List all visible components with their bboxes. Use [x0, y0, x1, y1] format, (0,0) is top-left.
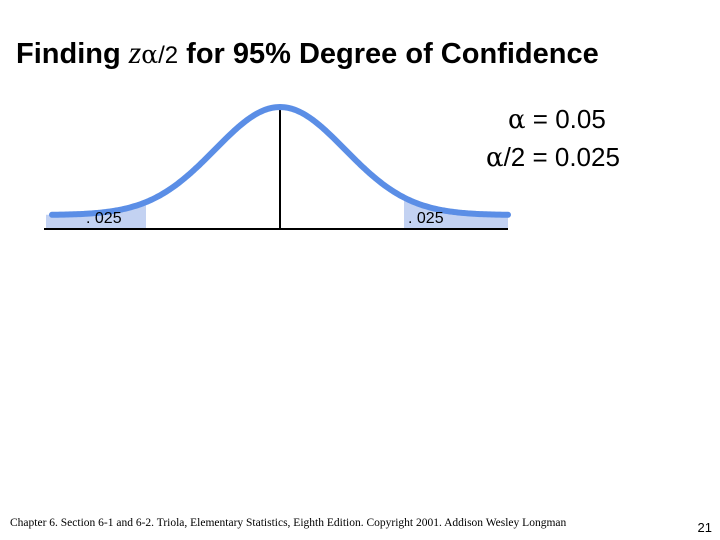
- title-alpha-symbol: α: [141, 40, 159, 69]
- footer-citation: Chapter 6. Section 6-1 and 6-2. Triola, …: [10, 517, 567, 529]
- title-prefix: Finding: [16, 38, 129, 70]
- half-alpha-value: /2 = 0.025: [503, 142, 620, 172]
- bell-curve: [49, 104, 511, 218]
- alpha-value-text: α = 0.05: [508, 104, 606, 135]
- left-tail-label: . 025: [86, 210, 122, 227]
- title-z-symbol: z: [128, 34, 142, 70]
- alpha-symbol: α: [508, 105, 526, 135]
- half-alpha-symbol: α: [486, 143, 504, 173]
- slide-title: Finding zα/2 for 95% Degree of Confidenc…: [16, 34, 599, 71]
- half-alpha-value-text: α/2 = 0.025: [486, 142, 620, 173]
- title-subscript: /2: [158, 42, 179, 69]
- right-tail-label: . 025: [408, 210, 444, 227]
- title-suffix: for 95% Degree of Confidence: [178, 38, 599, 70]
- alpha-value: = 0.05: [525, 104, 606, 134]
- page-number: 21: [697, 520, 712, 535]
